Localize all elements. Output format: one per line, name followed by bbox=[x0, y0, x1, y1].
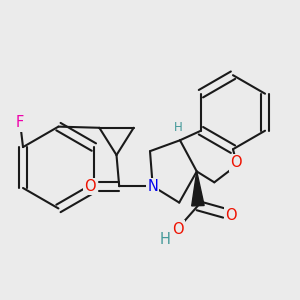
Text: O: O bbox=[225, 208, 237, 223]
Polygon shape bbox=[192, 171, 204, 206]
Text: N: N bbox=[147, 179, 158, 194]
Text: O: O bbox=[230, 155, 242, 170]
Text: F: F bbox=[16, 116, 24, 130]
Text: H: H bbox=[160, 232, 171, 247]
Text: O: O bbox=[172, 222, 184, 237]
Text: H: H bbox=[174, 121, 183, 134]
Text: O: O bbox=[85, 179, 96, 194]
